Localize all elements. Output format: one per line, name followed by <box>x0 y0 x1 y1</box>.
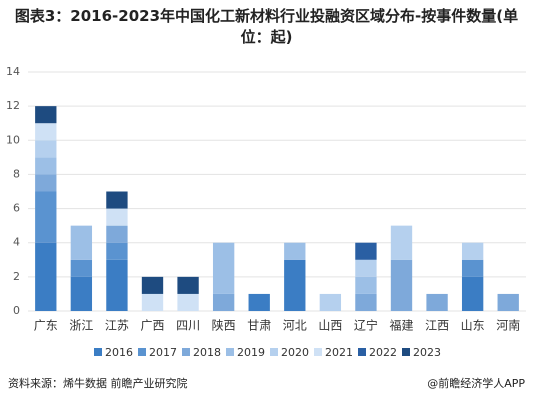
bar-segment <box>390 259 413 311</box>
bar-segment <box>35 242 57 311</box>
bar-segment <box>426 293 448 311</box>
bar-segment <box>35 106 57 124</box>
bar-segment <box>212 293 235 311</box>
bar-segment <box>35 123 57 141</box>
bar-segment <box>461 242 484 260</box>
x-tick-label: 甘肃 <box>247 319 271 333</box>
x-tick-label: 河北 <box>283 319 307 333</box>
bar-segment <box>35 140 57 158</box>
x-tick-label: 辽宁 <box>354 318 378 333</box>
legend-swatch <box>314 348 322 356</box>
x-tick-label: 山东 <box>461 319 485 333</box>
bar-segment <box>390 225 413 260</box>
legend-label: 2018 <box>193 346 221 359</box>
bar-segment <box>141 293 164 311</box>
bar-segment <box>35 191 57 243</box>
x-tick-label: 四川 <box>176 319 200 333</box>
credit: @前瞻经济学人APP <box>427 377 525 390</box>
bar-segment <box>355 293 377 311</box>
x-tick-label: 山西 <box>318 319 342 333</box>
bar-segment <box>106 208 128 226</box>
x-tick-label: 浙江 <box>69 319 93 333</box>
bar-segment <box>106 259 128 311</box>
legend-swatch <box>182 348 190 356</box>
bar-segment <box>177 293 199 311</box>
legend-label: 2021 <box>325 346 353 359</box>
legend-label: 2020 <box>281 346 309 359</box>
legend-label: 2023 <box>413 346 441 359</box>
legend-swatch <box>402 348 410 356</box>
bar-segment <box>355 276 377 294</box>
bar-segment <box>284 259 306 311</box>
y-tick-label: 0 <box>13 304 20 317</box>
bar-segment <box>70 276 93 311</box>
bar-segment <box>461 276 484 311</box>
x-tick-label: 广西 <box>140 319 164 333</box>
y-tick-label: 12 <box>6 99 20 112</box>
legend-label: 2022 <box>369 346 397 359</box>
bar-segment <box>35 157 57 175</box>
bar-segment <box>355 242 377 260</box>
bar-segment <box>319 293 342 311</box>
x-tick-label: 江苏 <box>105 319 129 333</box>
bar-segment <box>461 259 484 277</box>
x-tick-label: 广东 <box>34 319 58 333</box>
bar-segment <box>35 174 57 192</box>
bar-segment <box>141 276 164 294</box>
x-tick-label: 福建 <box>389 318 413 333</box>
legend-swatch <box>358 348 366 356</box>
bar-segment <box>177 276 199 294</box>
y-tick-label: 10 <box>6 133 20 146</box>
bar-segment <box>70 225 93 260</box>
bar-segment <box>106 225 128 243</box>
bar-segment <box>355 259 377 277</box>
legend-label: 2019 <box>237 346 265 359</box>
bar-segment <box>212 242 235 294</box>
y-tick-label: 4 <box>13 236 20 249</box>
y-tick-label: 14 <box>6 65 20 78</box>
chart-title: 图表3：2016-2023年中国化工新材料行业投融资区域分布-按事件数量(单位：… <box>14 7 519 46</box>
y-tick-label: 8 <box>13 167 20 180</box>
source: 资料来源：烯牛数据 前瞻产业研究院 <box>8 377 188 390</box>
legend-swatch <box>270 348 278 356</box>
x-tick-label: 江西 <box>425 319 449 333</box>
bar-segment <box>284 242 306 260</box>
legend-label: 2016 <box>105 346 133 359</box>
x-tick-label: 河南 <box>496 318 520 333</box>
bar-segment <box>106 242 128 260</box>
bar-segment <box>70 259 93 277</box>
bar-segment <box>248 293 270 311</box>
y-tick-label: 2 <box>13 270 20 283</box>
legend-swatch <box>94 348 102 356</box>
y-tick-label: 6 <box>13 202 20 215</box>
legend-label: 2017 <box>149 346 177 359</box>
bar-segment <box>106 191 128 209</box>
legend-swatch <box>138 348 146 356</box>
bar-segment <box>497 293 519 311</box>
x-tick-label: 陕西 <box>212 318 236 333</box>
legend-swatch <box>226 348 234 356</box>
